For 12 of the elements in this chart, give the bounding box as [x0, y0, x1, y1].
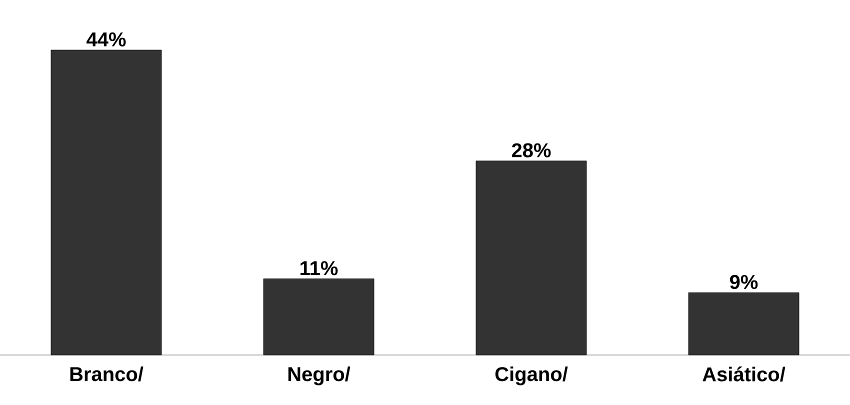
x-tick-label: Asiático/ [702, 366, 786, 382]
x-tick-label: Negro/ [288, 366, 350, 386]
data-label: 9% [730, 274, 758, 290]
bar [476, 160, 587, 356]
bar [688, 292, 800, 356]
data-label: 11% [300, 261, 338, 276]
bar [50, 50, 162, 356]
bar [263, 278, 374, 356]
data-label: 44% [86, 32, 126, 46]
x-tick-label: Cigano/ [495, 366, 568, 386]
data-label: 28% [512, 143, 551, 158]
x-tick-label: Branco/ [70, 366, 144, 382]
